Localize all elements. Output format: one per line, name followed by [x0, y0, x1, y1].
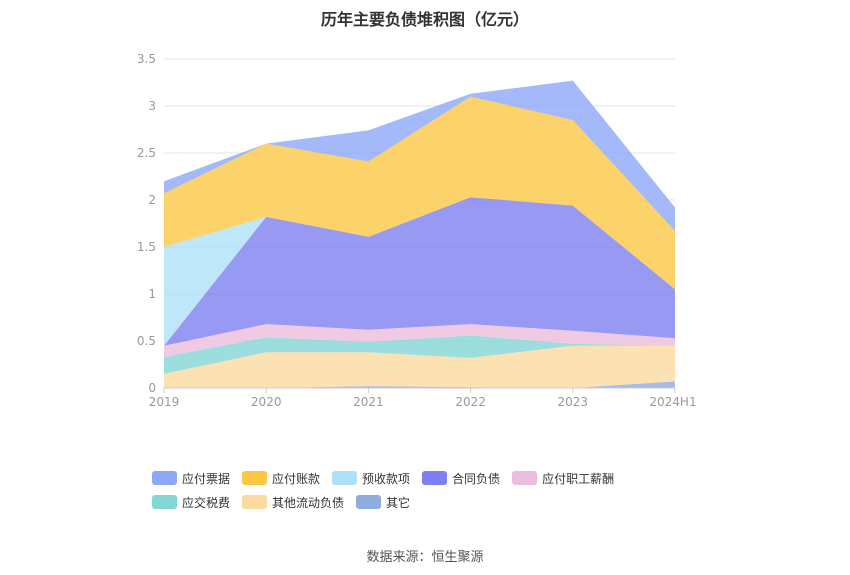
y-tick-label: 3 — [148, 99, 156, 113]
area-series-6[interactable] — [164, 96, 675, 290]
legend-item[interactable]: 合同负债 — [422, 470, 500, 486]
legend-swatch — [356, 495, 382, 509]
y-tick-label: 1 — [148, 287, 156, 301]
legend-swatch — [422, 471, 448, 485]
legend-label: 应付账款 — [272, 471, 321, 486]
legend-item[interactable]: 应付票据 — [152, 470, 230, 486]
legend-swatch — [152, 495, 177, 509]
legend-item[interactable]: 应交税费 — [152, 494, 230, 510]
legend: 应付票据 应付账款 预收款项 合同负债 应付职工薪酬应交税费 其他流动负债 其它 — [152, 470, 712, 518]
x-tick-label: 2020 — [251, 395, 282, 409]
area-layer — [164, 80, 675, 388]
y-tick-label: 1.5 — [137, 240, 156, 254]
y-tick-label: 0.5 — [137, 334, 156, 348]
x-tick-label: 2024H1 — [649, 395, 696, 409]
legend-label: 应付职工薪酬 — [542, 471, 615, 486]
legend-label: 应付票据 — [182, 471, 231, 486]
area-series-2[interactable] — [164, 335, 675, 374]
legend-label: 其他流动负债 — [272, 495, 345, 510]
x-tick-label: 2021 — [353, 395, 384, 409]
area-series-3[interactable] — [164, 324, 675, 357]
legend-swatch — [242, 495, 268, 509]
axis-layer: 0 0.5 1 1.5 2 2.5 3 3.5 2019 2020 2021 2022 2023 2024… — [137, 52, 697, 409]
legend-label: 应交税费 — [182, 495, 231, 510]
legend-item[interactable]: 其他流动负债 — [242, 494, 344, 510]
y-tick-label: 2 — [148, 193, 156, 207]
data-source: 数据来源：恒生聚源 — [366, 550, 484, 565]
x-tick-label: 2019 — [149, 395, 180, 409]
chart-title: 历年主要负债堆积图（亿元） — [320, 10, 529, 29]
x-tick-label: 2023 — [558, 395, 589, 409]
legend-label: 合同负债 — [452, 471, 501, 486]
legend-item[interactable]: 其它 — [356, 494, 410, 510]
legend-swatch — [152, 471, 177, 485]
area-series-4[interactable] — [164, 197, 675, 346]
area-series-1[interactable] — [164, 345, 675, 388]
legend-item[interactable]: 应付职工薪酬 — [512, 470, 614, 486]
y-tick-label: 3.5 — [137, 52, 156, 66]
legend-label: 其它 — [386, 495, 411, 510]
legend-swatch — [512, 471, 538, 485]
y-tick-label: 0 — [148, 381, 156, 395]
y-tick-label: 2.5 — [137, 146, 156, 160]
legend-item[interactable]: 应付账款 — [242, 470, 320, 486]
chart-plot: 0 0.5 1 1.5 2 2.5 3 3.5 2019 2020 2021 2022 2023 2024… — [137, 52, 697, 409]
legend-item[interactable]: 预收款项 — [332, 470, 410, 486]
x-tick-label: 2022 — [455, 395, 486, 409]
area-series-0[interactable] — [164, 381, 675, 388]
legend-label: 预收款项 — [362, 471, 411, 486]
legend-swatch — [242, 471, 268, 485]
legend-swatch — [332, 471, 358, 485]
